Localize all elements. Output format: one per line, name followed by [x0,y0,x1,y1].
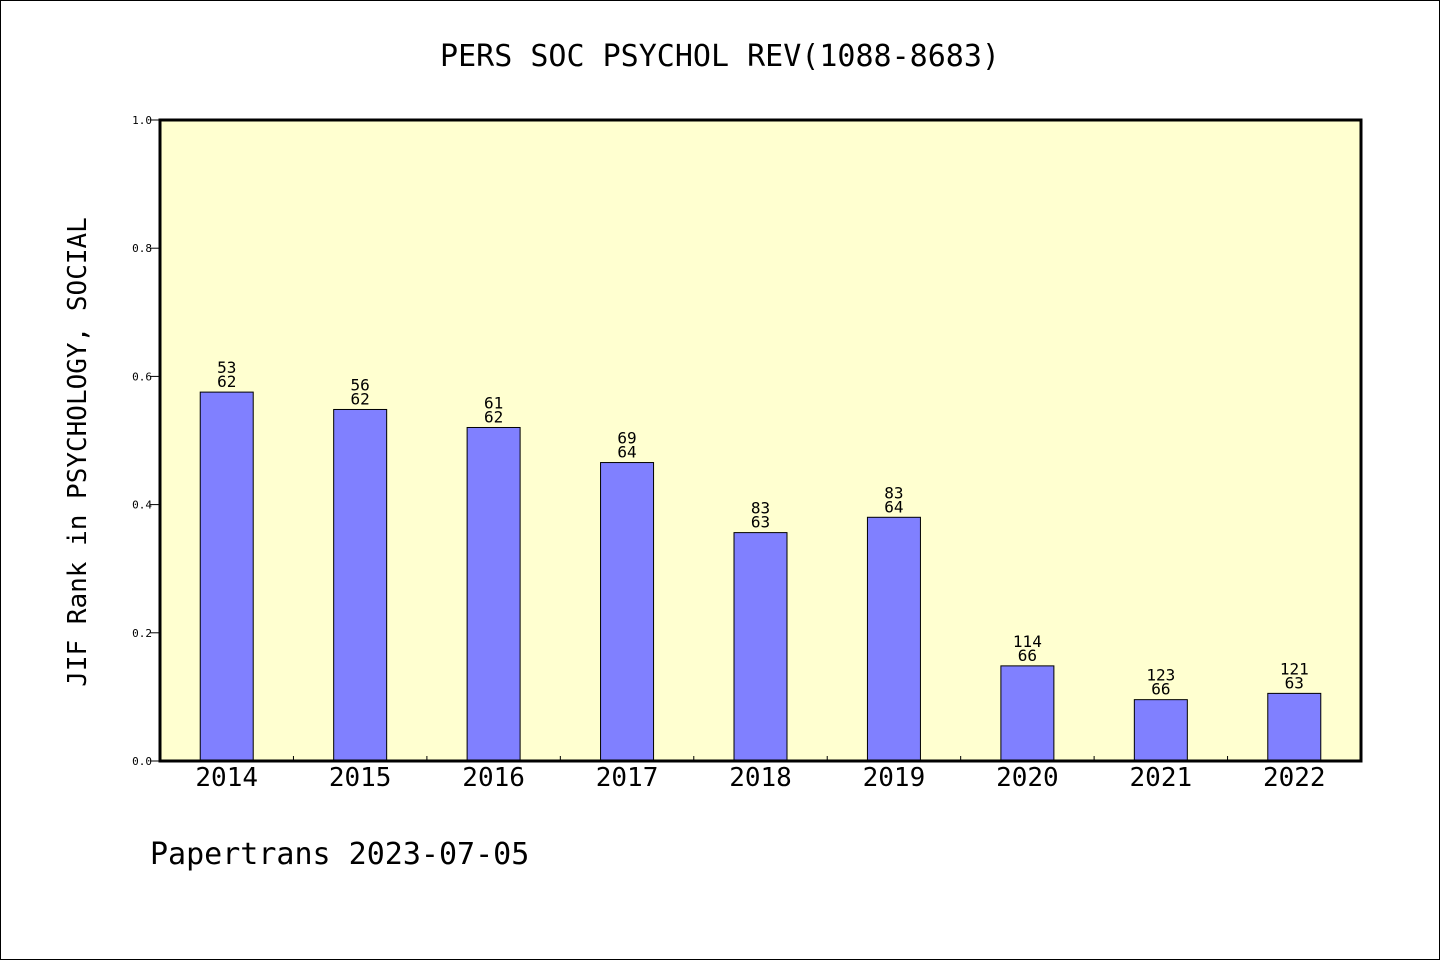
y-axis: 0.0 0.2 0.4 0.6 0.8 1.0 [132,114,160,768]
x-tick-label: 2015 [329,763,392,793]
bar [1267,692,1322,762]
bar-rank-label: 56 [351,375,370,394]
bar-total-label: 62 [484,407,503,426]
bar-total-label: 64 [884,497,903,516]
bar-total-label: 62 [351,389,370,408]
bar-total-label: 66 [1018,646,1037,665]
bar-rank-label: 121 [1280,659,1309,678]
bar-total-label: 64 [617,443,636,462]
y-tick-label: 0.8 [132,242,152,255]
bar [1133,699,1188,762]
x-tick-label: 2018 [729,763,792,793]
x-tick-label: 2019 [863,763,926,793]
bar-total-label: 66 [1151,680,1170,699]
y-tick-label: 1.0 [132,114,152,127]
x-tick-label: 2021 [1130,763,1193,793]
y-tick-label: 0.2 [132,627,152,640]
x-tick-label: 2022 [1263,763,1326,793]
x-tick-label: 2020 [996,763,1059,793]
bar-total-label: 63 [1285,673,1304,692]
bar-rank-label: 69 [617,429,636,448]
y-tick-label: 0.0 [132,755,152,768]
bar [733,532,788,762]
y-axis-label: JIF Rank in PSYCHOLOGY, SOCIAL [63,217,93,687]
plot-frame [158,118,1363,763]
bar [199,391,254,762]
x-tick-label: 2014 [195,763,258,793]
bar [466,426,521,762]
bar-rank-label: 83 [884,483,903,502]
x-tick-label: 2017 [596,763,659,793]
chart-title: PERS SOC PSYCHOL REV(1088-8683) [440,39,1000,74]
bar-rank-label: 123 [1146,666,1175,685]
bar-rank-label: 114 [1013,632,1042,651]
bar-total-label: 62 [217,372,236,391]
bar [866,516,921,762]
bar-rank-label: 83 [751,499,770,518]
bar [333,408,388,762]
y-tick-label: 0.6 [132,370,152,383]
bar-total-label: 63 [751,513,770,532]
x-tick-label: 2016 [462,763,525,793]
bar-rank-label: 61 [484,393,503,412]
x-axis: 2014 2015 2016 2017 2018 2019 2020 2021 2022 [195,756,1326,793]
bar [1000,665,1055,762]
bar [600,462,655,762]
bar-rank-label: 53 [217,358,236,377]
footer-text: Papertrans 2023-07-05 [150,837,529,872]
y-tick-label: 0.4 [132,499,152,512]
